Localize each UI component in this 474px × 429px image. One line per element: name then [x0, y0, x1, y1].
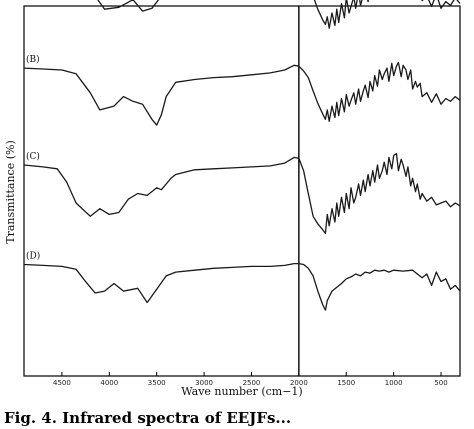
- x-tick-label: 3500: [148, 379, 166, 387]
- x-tick-label: 2500: [243, 379, 261, 387]
- spectrum-line-d: [23, 262, 461, 311]
- x-tick-label: 4000: [100, 379, 118, 387]
- x-tick-label: 1500: [337, 379, 355, 387]
- spectra-group: [23, 0, 461, 311]
- x-tick-label: 3000: [195, 379, 213, 387]
- spectrum-line-a: [97, 0, 461, 29]
- series-label-d: (D): [26, 251, 40, 262]
- figure-caption: Fig. 4. Infrared spectra of EEJFs...: [4, 409, 291, 427]
- x-tick-label: 1000: [385, 379, 403, 387]
- x-tick-label: 2000: [290, 379, 308, 387]
- x-axis-ticks: 4500 4000 3500 3000 2500 2000 1500 1000 500: [53, 372, 448, 387]
- series-labels: (A)(B)(C)(D): [26, 54, 40, 262]
- x-tick-label: 500: [434, 379, 447, 387]
- spectrum-line-c: [23, 152, 461, 235]
- series-label-b: (B): [26, 54, 40, 65]
- spectrum-line-b: [23, 61, 461, 126]
- x-axis-title: Wave number (cm−1): [181, 385, 302, 398]
- x-tick-label: 4500: [53, 379, 71, 387]
- series-label-c: (C): [26, 151, 40, 162]
- plot-frame: [23, 5, 461, 377]
- y-axis-title: Transmittance (%): [4, 140, 17, 244]
